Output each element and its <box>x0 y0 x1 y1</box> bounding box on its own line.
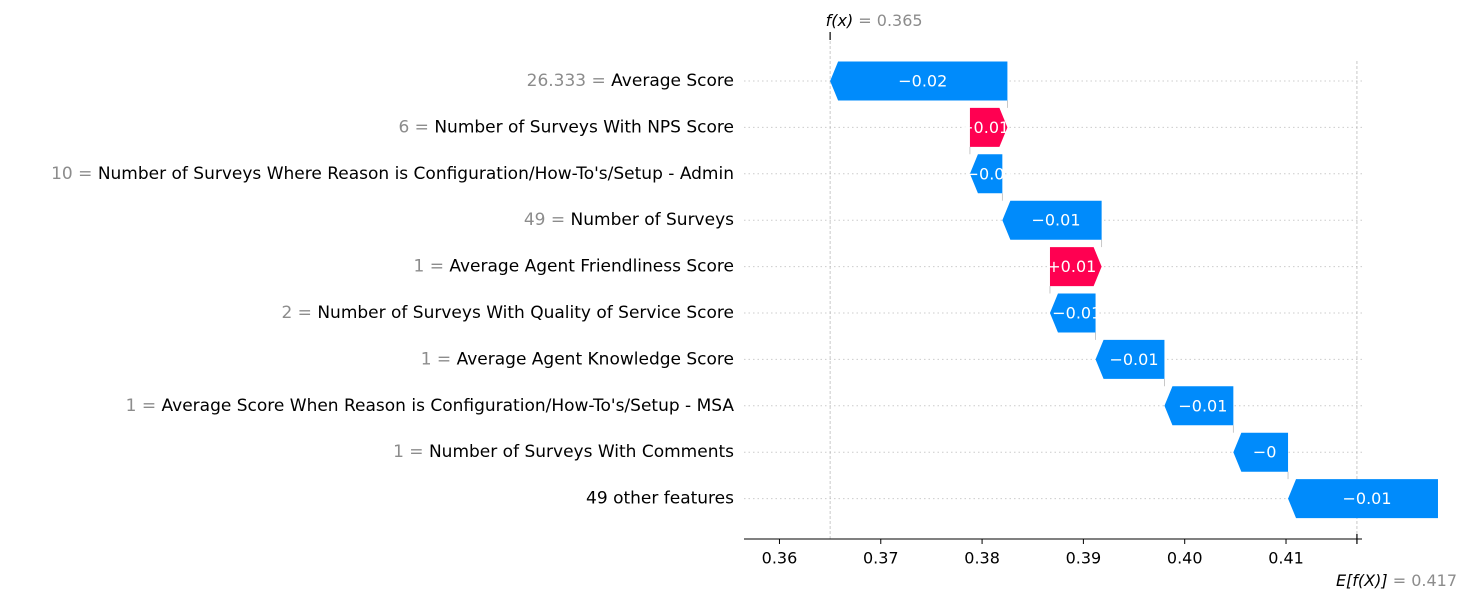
feature-value: 49 <box>524 210 546 230</box>
feature-value: 1 <box>126 396 137 416</box>
feature-name: Average Score <box>611 71 734 91</box>
feature-value: 6 <box>398 117 409 137</box>
fx-annotation: f(x) = 0.365 <box>826 11 923 30</box>
equals-sign: = <box>545 210 570 230</box>
waterfall-bar <box>1288 479 1438 519</box>
feature-name: Average Agent Knowledge Score <box>457 349 734 369</box>
equals-sign: = <box>404 442 429 462</box>
feature-value: 2 <box>281 303 292 323</box>
feature-label: 10 = Number of Surveys Where Reason is C… <box>51 164 734 184</box>
x-tick-label: 0.40 <box>1167 549 1203 568</box>
waterfall-bar <box>1049 293 1096 333</box>
feature-label: 1 = Number of Surveys With Comments <box>393 442 734 462</box>
feature-name: Number of Surveys With Comments <box>429 442 734 462</box>
bars: −0.02 +0.01 −0.01 −0.01 +0.01 −0.01 −0.01 −0.01… <box>830 61 1438 519</box>
feature-name: Average Score When Reason is Configurati… <box>162 396 735 416</box>
waterfall-bar <box>969 154 1003 194</box>
efx-equals: = <box>1388 571 1412 590</box>
waterfall-bar <box>1049 247 1102 287</box>
equals-sign: = <box>432 349 457 369</box>
equals-sign: = <box>136 396 161 416</box>
feature-name: Average Agent Friendliness Score <box>449 257 734 277</box>
waterfall-bar <box>969 107 1008 147</box>
feature-label: 2 = Number of Surveys With Quality of Se… <box>281 303 734 323</box>
equals-sign: = <box>73 164 98 184</box>
x-tick-label: 0.39 <box>1066 549 1102 568</box>
feature-name: Number of Surveys <box>571 210 735 230</box>
x-axis: 0.36 0.37 0.38 0.39 0.40 0.41 <box>744 534 1362 568</box>
waterfall-bar <box>1095 339 1165 379</box>
feature-label: 49 other features <box>586 489 734 509</box>
feature-value: 10 <box>51 164 73 184</box>
waterfall-bar <box>830 61 1008 101</box>
bar-value-label: −0.01 <box>966 164 1015 183</box>
bar-value-label: −0.01 <box>1052 304 1101 323</box>
bar-value-label: −0.01 <box>1109 350 1158 369</box>
equals-sign: = <box>586 71 611 91</box>
fx-value: 0.365 <box>877 11 923 30</box>
feature-name: 49 other features <box>586 489 734 509</box>
bar-value-label: −0 <box>1253 443 1277 462</box>
x-tick-label: 0.41 <box>1268 549 1304 568</box>
feature-value: 1 <box>421 349 432 369</box>
feature-label: 1 = Average Agent Knowledge Score <box>421 349 734 369</box>
fx-label: f(x) <box>826 11 854 30</box>
feature-label: 1 = Average Agent Friendliness Score <box>413 257 734 277</box>
feature-label: 1 = Average Score When Reason is Configu… <box>126 396 735 416</box>
efx-value: 0.417 <box>1411 571 1457 590</box>
waterfall-bar <box>1233 432 1289 472</box>
feature-value: 1 <box>413 257 424 277</box>
bar-value-label: −0.01 <box>1342 489 1391 508</box>
feature-name: Number of Surveys Where Reason is Config… <box>98 164 734 184</box>
fx-equals: = <box>853 11 877 30</box>
x-tick-label: 0.38 <box>964 549 1000 568</box>
feature-label: 49 = Number of Surveys <box>524 210 734 230</box>
feature-value: 26.333 <box>527 71 586 91</box>
equals-sign: = <box>424 257 449 277</box>
bar-value-label: +0.01 <box>1047 257 1096 276</box>
efx-annotation: E[f(X)] = 0.417 <box>1336 571 1457 590</box>
feature-labels: 26.333 = Average Score 6 = Number of Surv… <box>51 71 734 509</box>
x-tick-label: 0.37 <box>863 549 899 568</box>
waterfall-bar <box>1002 200 1102 240</box>
bar-value-label: −0.01 <box>1178 396 1227 415</box>
bar-value-label: −0.02 <box>898 72 947 91</box>
feature-label: 6 = Number of Surveys With NPS Score <box>398 117 734 137</box>
reference-lines <box>829 36 1358 539</box>
bar-value-label: +0.01 <box>960 118 1009 137</box>
annotations: f(x) = 0.365 E[f(X)] = 0.417 <box>826 11 1457 590</box>
feature-name: Number of Surveys With NPS Score <box>434 117 734 137</box>
feature-name: Number of Surveys With Quality of Servic… <box>317 303 734 323</box>
efx-label: E[f(X)] <box>1336 571 1388 590</box>
feature-label: 26.333 = Average Score <box>527 71 734 91</box>
equals-sign: = <box>409 117 434 137</box>
x-tick-label: 0.36 <box>762 549 798 568</box>
feature-value: 1 <box>393 442 404 462</box>
waterfall-bar <box>1164 386 1234 426</box>
bar-value-label: −0.01 <box>1031 211 1080 230</box>
equals-sign: = <box>292 303 317 323</box>
